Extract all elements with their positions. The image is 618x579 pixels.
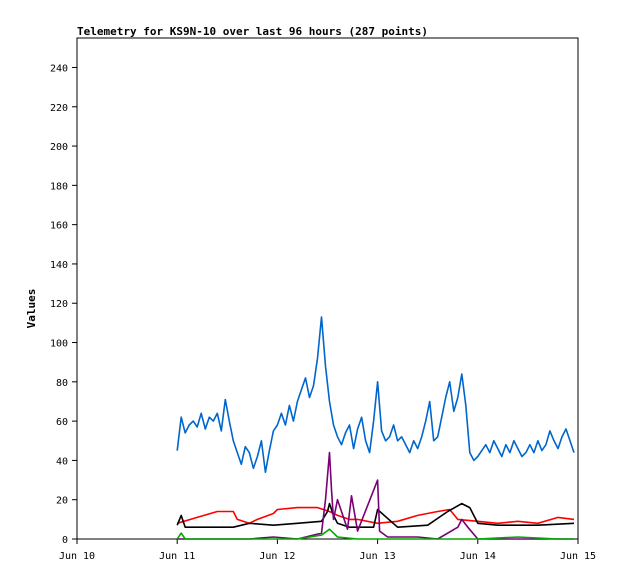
series-line-1 xyxy=(176,316,575,474)
plot-frame xyxy=(76,37,579,540)
y-tick-label: 20 xyxy=(56,496,68,507)
x-tick-label: Jun 11 xyxy=(159,551,195,562)
y-axis-label: Values xyxy=(25,289,38,329)
y-tick-label: 80 xyxy=(56,378,68,389)
y-tick-label: 60 xyxy=(56,417,68,428)
y-tick-label: 140 xyxy=(50,260,68,271)
series-group xyxy=(176,316,575,540)
y-tick-label: 100 xyxy=(50,339,68,350)
y-tick-label: 220 xyxy=(50,103,68,114)
x-tick-label: Jun 14 xyxy=(460,551,496,562)
y-tick-label: 240 xyxy=(50,63,68,74)
y-tick-label: 40 xyxy=(56,456,68,467)
series-line-2 xyxy=(176,506,575,525)
x-tick-label: Jun 15 xyxy=(560,551,596,562)
series-line-3 xyxy=(176,502,575,529)
y-tick-label: 120 xyxy=(50,299,68,310)
y-tick-label: 160 xyxy=(50,221,68,232)
x-tick-label: Jun 13 xyxy=(360,551,396,562)
x-tick-label: Jun 12 xyxy=(259,551,295,562)
y-tick-label: 200 xyxy=(50,142,68,153)
y-tick-label: 0 xyxy=(62,535,68,546)
series-line-5 xyxy=(176,528,574,540)
chart-title: Telemetry for KS9N-10 over last 96 hours… xyxy=(77,25,428,38)
y-tick-group: 0 20 40 60 80 100 120 140 160 180 200 220 240 xyxy=(50,63,77,546)
y-tick-label: 180 xyxy=(50,181,68,192)
x-tick-label: Jun 10 xyxy=(59,551,95,562)
x-tick-group: Jun 10 Jun 11 Jun 12 Jun 13 Jun 14 Jun 15 xyxy=(59,539,596,562)
